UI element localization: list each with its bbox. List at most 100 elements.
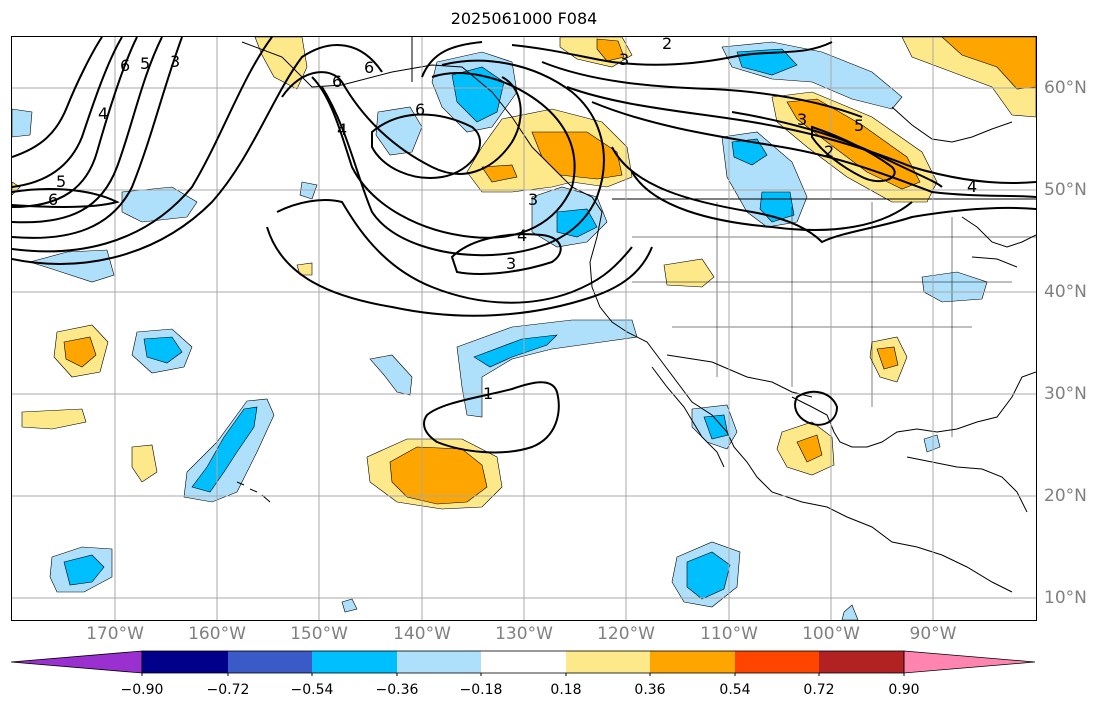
contour-label: 3 (528, 190, 538, 209)
coastline-alaska-canada (241, 41, 1013, 593)
colorbar-bin (481, 651, 566, 673)
colorbar-tick-label: −0.90 (120, 682, 164, 698)
anomaly-patch (451, 66, 505, 123)
lon-label: 140°W (393, 624, 451, 644)
contour-line (450, 233, 562, 275)
anomaly-patch (341, 598, 358, 613)
contour-label: 4 (98, 104, 108, 123)
anomaly-patch (736, 48, 798, 76)
lon-label: 90°W (909, 624, 957, 644)
anomaly-patch (21, 408, 87, 430)
coastline-yucatan (906, 456, 1028, 513)
colorbar-tick-label: −0.54 (290, 682, 334, 698)
anomaly-patch (941, 37, 1036, 90)
contour-label: 6 (48, 190, 58, 209)
contour-label: 1 (483, 384, 493, 403)
contour-line (12, 37, 163, 224)
lat-label: 40°N (1044, 282, 1087, 302)
lat-label: 10°N (1044, 588, 1087, 608)
contour-label: 5 (56, 172, 66, 191)
anomaly-patch (923, 434, 941, 453)
contour-label: 3 (797, 110, 807, 129)
contour-label: 4 (517, 226, 527, 245)
anomaly-patch (12, 108, 33, 138)
lat-label: 30°N (1044, 384, 1087, 404)
contour-line (12, 44, 383, 266)
lon-label: 160°W (188, 624, 246, 644)
border-us-mexico (666, 354, 813, 398)
contour-line (321, 59, 605, 257)
colorbar-tick-label: −0.18 (459, 682, 503, 698)
contour-label: 4 (967, 177, 977, 196)
contour-line (631, 171, 913, 231)
contour-label: 3 (619, 50, 629, 69)
contour-line (281, 71, 522, 175)
hawaii (236, 481, 271, 503)
colorbar (11, 650, 1036, 676)
contour-line (541, 61, 863, 118)
anomaly-patch (296, 262, 313, 276)
colorbar-tick-label: 0.36 (634, 682, 666, 698)
anomaly-patch (63, 554, 105, 586)
map-panel: 6 5 3 4 5 6 6 4 6 6 3 2 3 5 2 4 3 4 3 1 (11, 36, 1037, 621)
anomaly-patch (876, 346, 899, 370)
colorbar-tick-label: 0.72 (803, 682, 835, 698)
lon-label: 120°W (597, 624, 655, 644)
anomaly-patch (63, 336, 97, 368)
colorbar-outline (141, 650, 905, 674)
anomaly-patch (28, 249, 115, 283)
anomaly-patch (473, 334, 558, 368)
map-title: 2025061000 F084 (450, 9, 598, 28)
colorbar-bin (650, 651, 735, 673)
contour-line (794, 390, 839, 426)
colorbar-bin (228, 651, 312, 673)
contour-line (12, 188, 120, 208)
coastline-baja (651, 366, 725, 468)
coastline-great-lakes (961, 216, 1036, 268)
coastline-gulf (791, 371, 1036, 448)
contour-line (731, 111, 943, 188)
contour-label: 3 (170, 52, 180, 71)
lat-label: 20°N (1044, 486, 1087, 506)
contour-line (811, 125, 896, 183)
lat-label: 60°N (1044, 78, 1087, 98)
lon-label: 110°W (700, 624, 758, 644)
colorbar-under-arrow (11, 650, 143, 674)
colorbar-tick-label: 0.18 (550, 682, 582, 698)
lon-label: 170°W (86, 624, 144, 644)
colorbar-tick-label: −0.72 (206, 682, 250, 698)
anomaly-patch (481, 164, 518, 183)
anomaly-patch (663, 258, 715, 288)
contour-line (266, 226, 653, 317)
anomaly-patch (131, 444, 158, 483)
colorbar-bin (819, 651, 904, 673)
colorbar-bin (312, 651, 397, 673)
anomaly-patch (254, 37, 308, 90)
anomaly-patch (596, 38, 625, 62)
coastlines (236, 37, 1036, 593)
anomaly-patch (686, 551, 731, 600)
contour-line (566, 86, 1036, 185)
anomaly-patch (375, 106, 423, 156)
contour-label: 2 (662, 37, 672, 53)
contour-label: 2 (824, 142, 834, 161)
anomaly-patch (796, 434, 823, 463)
contour-line (276, 199, 633, 304)
colorbar-tick-label: −0.36 (375, 682, 419, 698)
colorbar-bin (397, 651, 481, 673)
anomaly-patch (12, 181, 21, 196)
colorbar-bin (566, 651, 650, 673)
contour-label: 6 (332, 72, 342, 91)
contour-line (12, 37, 123, 188)
contour-line (511, 41, 833, 66)
colorbar-tick-label: 0.90 (888, 682, 920, 698)
anomaly-patch (921, 271, 988, 303)
contour-label: 3 (506, 254, 516, 273)
anomaly-patch (456, 319, 638, 418)
lat-label: 50°N (1044, 180, 1087, 200)
colorbar-over-arrow (903, 650, 1036, 674)
map-canvas: 6 5 3 4 5 6 6 4 6 6 3 2 3 5 2 4 3 4 3 1 (12, 37, 1036, 620)
contour-line (12, 37, 183, 239)
colorbar-tick-label: 0.54 (719, 682, 751, 698)
contour-line (421, 41, 483, 78)
